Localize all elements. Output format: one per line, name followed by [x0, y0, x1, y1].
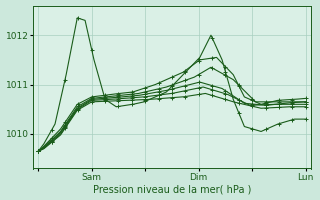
X-axis label: Pression niveau de la mer( hPa ): Pression niveau de la mer( hPa ) — [93, 184, 251, 194]
